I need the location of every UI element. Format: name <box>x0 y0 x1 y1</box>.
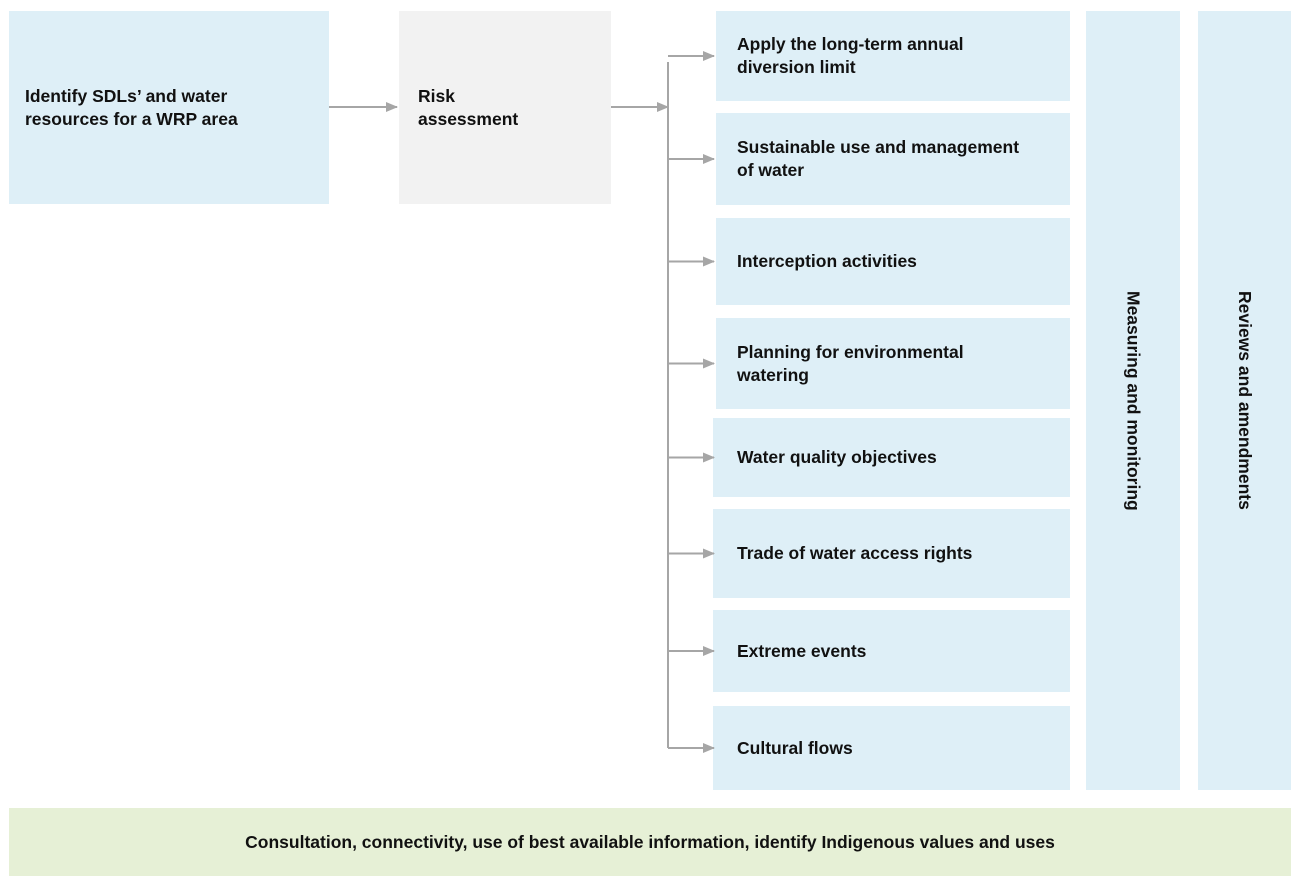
step-label: Apply the long-term annual diversion lim… <box>737 34 964 77</box>
column-box: Measuring and monitoring <box>1086 11 1180 790</box>
step-box: Water quality objectives <box>713 418 1070 497</box>
step-box: Interception activities <box>716 218 1070 305</box>
step-label: Sustainable use and management of water <box>737 137 1020 180</box>
step-label: Interception activities <box>737 251 917 271</box>
step-label: Trade of water access rights <box>737 543 973 563</box>
assessment-box: Risk assessment <box>399 11 611 204</box>
source-label: Identify SDLs’ and water resources for a… <box>25 85 238 129</box>
column-label: Reviews and amendments <box>1235 291 1255 510</box>
step-label: Cultural flows <box>737 737 853 758</box>
step-box: Cultural flows <box>713 706 1070 790</box>
step-box: Planning for environmental watering <box>716 318 1070 409</box>
step-box: Apply the long-term annual diversion lim… <box>716 11 1070 101</box>
source-box: Identify SDLs’ and water resources for a… <box>9 11 329 204</box>
step-box: Sustainable use and management of water <box>716 113 1070 205</box>
step-label: Water quality objectives <box>737 447 937 467</box>
footer-box: Consultation, connectivity, use of best … <box>9 808 1291 876</box>
footer-label: Consultation, connectivity, use of best … <box>245 831 1055 852</box>
step-label: Extreme events <box>737 640 867 661</box>
step-box: Trade of water access rights <box>713 509 1070 598</box>
column-box: Reviews and amendments <box>1198 11 1291 790</box>
step-label: Planning for environmental watering <box>737 341 964 385</box>
column-label: Measuring and monitoring <box>1123 290 1144 511</box>
assessment-label: Risk assessment <box>418 85 519 129</box>
step-box: Extreme events <box>713 610 1070 692</box>
